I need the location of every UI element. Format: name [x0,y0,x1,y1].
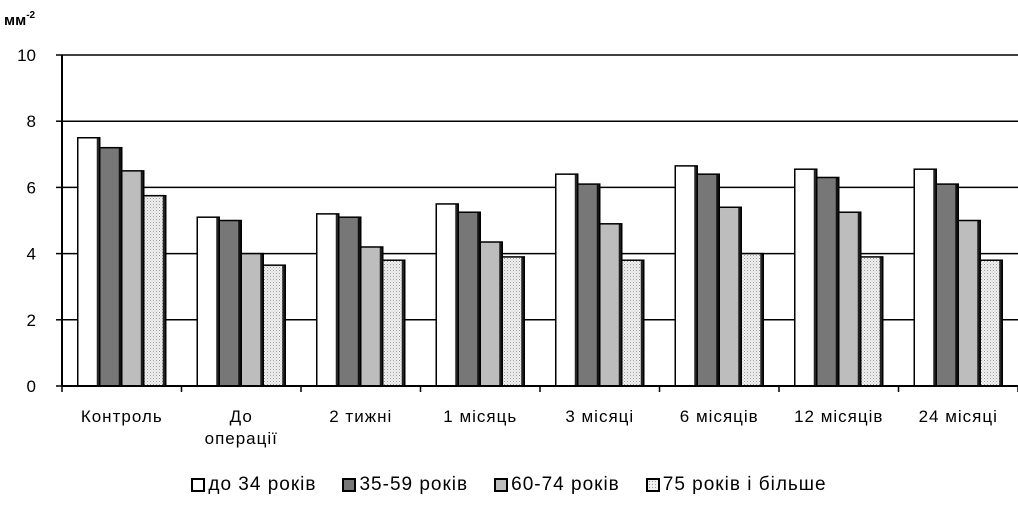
x-tick-label: 12 місяців [794,407,883,426]
bar-shadow [835,177,839,386]
bar-shadow [618,223,622,386]
y-tick-label: 4 [27,245,36,264]
bar-shadow [499,242,503,386]
bar [794,168,818,387]
bar-shadow [216,217,220,386]
legend: до 34 років 35-59 років 60-74 років 75 рокі… [0,474,1018,496]
bar [718,206,742,387]
bar [360,246,384,387]
bar [957,219,981,387]
bar [621,259,645,387]
bar [196,216,220,387]
bar [913,168,937,387]
x-tick-label: 1 місяць [443,407,517,426]
legend-item: до 34 років [191,474,316,496]
bar-shadow [857,212,861,386]
bar-shadow [455,203,459,386]
bar-shadow [357,217,361,386]
x-tick-label: 2 тижні [329,407,392,426]
legend-label: до 34 років [208,474,317,495]
x-tick-label: операції [205,429,278,448]
bar-shadow [282,265,286,386]
bar [262,264,286,387]
bars [77,137,1003,387]
y-tick-label: 6 [27,178,36,197]
bar [838,211,862,387]
legend-item: 35-59 років [342,474,468,496]
x-tick-label: До [230,407,253,426]
bar [382,259,406,387]
bar-shadow [933,169,937,386]
bar [816,176,840,387]
bar [77,137,101,387]
legend-label: 60-74 років [511,474,620,495]
legend-item: 60-74 років [494,474,620,496]
bar [479,241,503,387]
bar-shadow [401,260,405,386]
bar-shadow [96,137,100,386]
bar-shadow [521,256,525,386]
bar [740,252,764,387]
y-tick-label: 2 [27,311,36,330]
bar [979,259,1003,387]
legend-item: 75 років і більше [645,474,827,496]
bar-shadow [716,174,720,386]
bar-shadow [260,253,264,386]
bar-shadow [640,260,644,386]
x-tick-label: 3 місяці [565,407,634,426]
bar-shadow [238,220,242,386]
bar-shadow [813,169,817,386]
bar [860,256,884,387]
y-tick-label: 8 [27,112,36,131]
bar-shadow [574,174,578,386]
bar [599,223,623,387]
bar [218,219,242,387]
legend-swatch [645,478,660,492]
bar [121,170,145,387]
x-tick-label: Контроль [81,407,163,426]
bar-shadow [760,253,764,386]
bar [143,194,167,387]
bar-shadow [694,165,698,386]
x-tick-label: 24 місяці [919,407,998,426]
y-tick-label: 10 [17,46,36,65]
bar [555,173,579,387]
legend-swatch [342,478,357,492]
y-tick-labels: 0 2 4 6 8 10 [17,46,62,396]
bar [501,256,525,387]
bar-shadow [977,220,981,386]
bar [577,183,601,387]
y-unit-label: мм-2 [4,10,36,29]
bar [435,203,459,387]
bar-shadow [118,147,122,386]
bar [240,252,264,387]
bar [338,216,362,387]
bar-shadow [738,207,742,386]
x-tick-label: 6 місяців [680,407,759,426]
legend-swatch [191,478,206,492]
bar-shadow [140,170,144,386]
axes [61,55,1018,392]
bar-shadow [879,256,883,386]
bar-shadow [379,246,383,386]
bar [99,146,123,387]
bar-shadow [335,213,339,386]
bar [457,211,481,387]
bar-shadow [999,260,1003,386]
bar [316,213,340,387]
bar [935,183,959,387]
bar-shadow [162,195,166,386]
bar [696,173,720,387]
bar-shadow [477,212,481,386]
legend-swatch [494,478,509,492]
bar-shadow [955,184,959,386]
x-tick-labels: Контроль До операції 2 тижні 1 місяць 3 місяц… [81,407,998,448]
legend-label: 35-59 років [359,474,469,495]
bar [674,165,698,387]
y-tick-label: 0 [27,377,36,396]
bar-shadow [596,184,600,386]
legend-label: 75 років і більше [662,474,827,495]
